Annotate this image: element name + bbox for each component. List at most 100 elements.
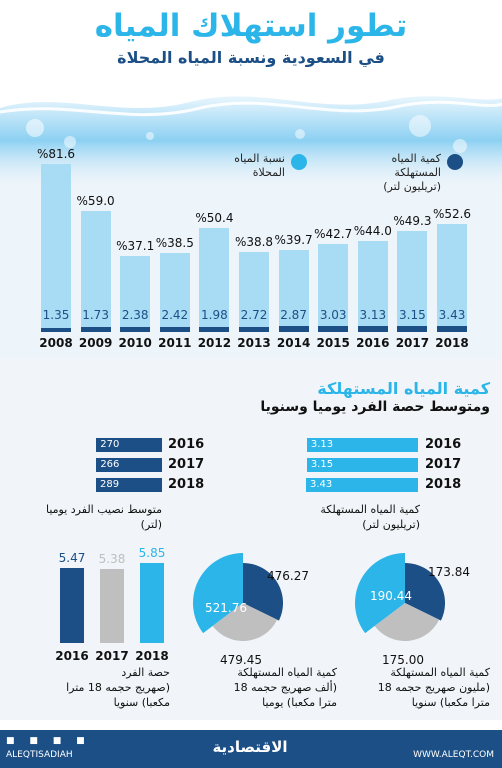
vbar-2018 [140,563,164,643]
bar-consumed [199,327,230,332]
yearly-tanker-pie: 173.84 175.00 190.44 كمية المياه المستهلكة (… [330,545,500,725]
footer-url: WWW.ALEQT.COM [413,750,494,760]
x-tick-label: 2015 [316,336,350,350]
bar-consumed [397,326,428,332]
bar-consumed-label: 3.03 [319,308,347,322]
hbar-value: 289 [100,479,120,490]
bar-desalinated [41,164,71,332]
bar-consumed [278,326,309,332]
page-title: تطور استهلاك المياه [94,8,408,44]
hbar-value: 266 [100,459,120,470]
pie-slice-label: 476.27 [267,569,309,583]
x-tick-label: 2011 [158,336,192,350]
bar-desalinated [397,230,428,332]
pie-caption: مترا مكعبا) سنويا [411,696,490,709]
x-tick-label: 2017 [395,336,430,350]
pie-slice [243,563,283,621]
bar-consumed [239,326,269,332]
vbar-value: 5.38 [98,552,126,567]
hbar-year-label: 2017 [425,457,462,472]
bar-consumed-label: 3.43 [438,308,466,322]
x-tick-label: 2009 [78,336,113,350]
water-wave-decoration [0,96,502,185]
vbar-value: 5.85 [138,546,166,560]
bar-consumed [437,326,467,332]
bar-desalinated [357,241,388,332]
pie-svg [355,553,445,641]
vbar-caption: مكعبا) سنويا [113,696,170,709]
pie-slice [193,553,243,634]
vbar-value: 5.47 [58,551,86,566]
bar-desalinated-label: %42.7 [314,227,353,242]
legend-desalinated-label: نسبة المياه المحلاة [234,152,285,179]
vbar-caption: حصة الفرد [121,666,170,679]
bar-desalinated [437,223,467,332]
pie-caption: مترا مكعبا) يوميا [262,696,337,709]
bar-desalinated-label: %38.8 [234,235,274,250]
section2-title: كمية المياه المستهلكة [317,379,490,398]
bar-desalinated [278,250,309,332]
vbar-2017 [100,569,124,643]
per-capita-hbar-chart: 270 2016 266 2017 289 2018 متوسط نصيب الفرد يو… [0,432,250,531]
x-tick-label: 2013 [237,336,271,350]
hbar-value: 3.15 [310,459,334,470]
bar-consumed-label: 2.42 [161,308,189,322]
pie-slice [355,553,405,634]
bar-desalinated [159,252,190,332]
pie-slice-label: 173.84 [428,565,470,579]
x-tick-label: 2014 [276,336,311,350]
bar-consumed-label: 1.73 [82,308,109,322]
vbar-year-label: 2016 [55,649,89,663]
hbar-caption: متوسط نصيب الفرد يوميا [45,503,162,516]
hbar-caption: كمية المياه المستهلكة [320,503,420,516]
bar-consumed [357,326,388,332]
legend: كمية المياه المستهلكة (تريليون لتر) نسبة… [205,152,495,193]
hbar-caption: (تريليون لتر) [362,518,420,531]
bar-consumed-label: 3.15 [399,308,426,322]
x-tick-label: 2010 [118,336,152,350]
bar-desalinated-label: %50.4 [195,211,234,226]
hbar-2018: 3.43 [306,478,418,492]
hbar-value: 270 [100,439,120,450]
bar-desalinated [80,210,111,332]
pie-caption: (مليون صهريج حجمه 18 [377,681,490,694]
vbar-year-label: 2017 [95,649,129,663]
hbar-caption: (لتر) [140,518,162,531]
legend-consumed-label: كمية المياه المستهلكة [391,152,441,179]
pie-caption: كمية المياه المستهلكة [237,666,337,679]
bar-desalinated-label: %44.0 [353,224,392,239]
pie-slice-label: 479.45 [220,653,262,667]
bar-desalinated [199,228,230,332]
bar-desalinated [120,255,151,332]
daily-tanker-pie: 476.27 479.45 521.76 كمية المياه المستهلكة (… [185,545,345,725]
hbar-value: 3.43 [310,479,333,490]
legend-desalinated-swatch [291,154,307,170]
bar-desalinated-label: %49.3 [393,213,432,228]
hbar-year-label: 2018 [168,477,205,492]
footer-social-icons: ■ ■ ■ ■ [6,736,91,746]
pie-slice-label: 521.76 [205,601,247,615]
per-capita-tanker-bars: 5.47 2016 5.38 2017 5.85 2018 حصة الفرد (صهريج … [0,545,185,725]
x-tick-label: 2008 [39,336,73,350]
x-tick-label: 2018 [435,336,469,350]
bar-consumed-label: 1.35 [42,308,70,322]
hbar-2017: 266 [96,458,162,472]
bar-desalinated-label: %39.7 [274,233,313,248]
pie-slice [405,563,445,621]
pie-svg [193,553,283,641]
legend-consumed-swatch [447,154,463,170]
footer: ■ ■ ■ ■ ALEQTISADIAH الاقتصادية WWW.ALEQ… [0,730,502,768]
bar-desalinated-label: %37.1 [116,238,155,253]
page-subtitle: في السعودية ونسبة المياه المحلاة [117,48,385,67]
hbar-year-label: 2018 [425,477,462,492]
vbar-caption: (صهريج حجمه 18 مترا [66,681,170,694]
pie-slice-label: 190.44 [370,589,412,603]
bar-consumed [318,326,349,332]
pie-caption: كمية المياه المستهلكة [390,666,490,679]
bar-desalinated [239,252,269,332]
bar-consumed-label: 2.87 [280,308,307,322]
consumption-hbar-chart: 3.13 2016 3.15 2017 3.43 2018 كمية المياه المس… [250,432,500,531]
vbar-2016 [60,568,84,643]
hbar-2017: 3.15 [306,458,418,472]
hbar-2018: 289 [96,478,162,492]
